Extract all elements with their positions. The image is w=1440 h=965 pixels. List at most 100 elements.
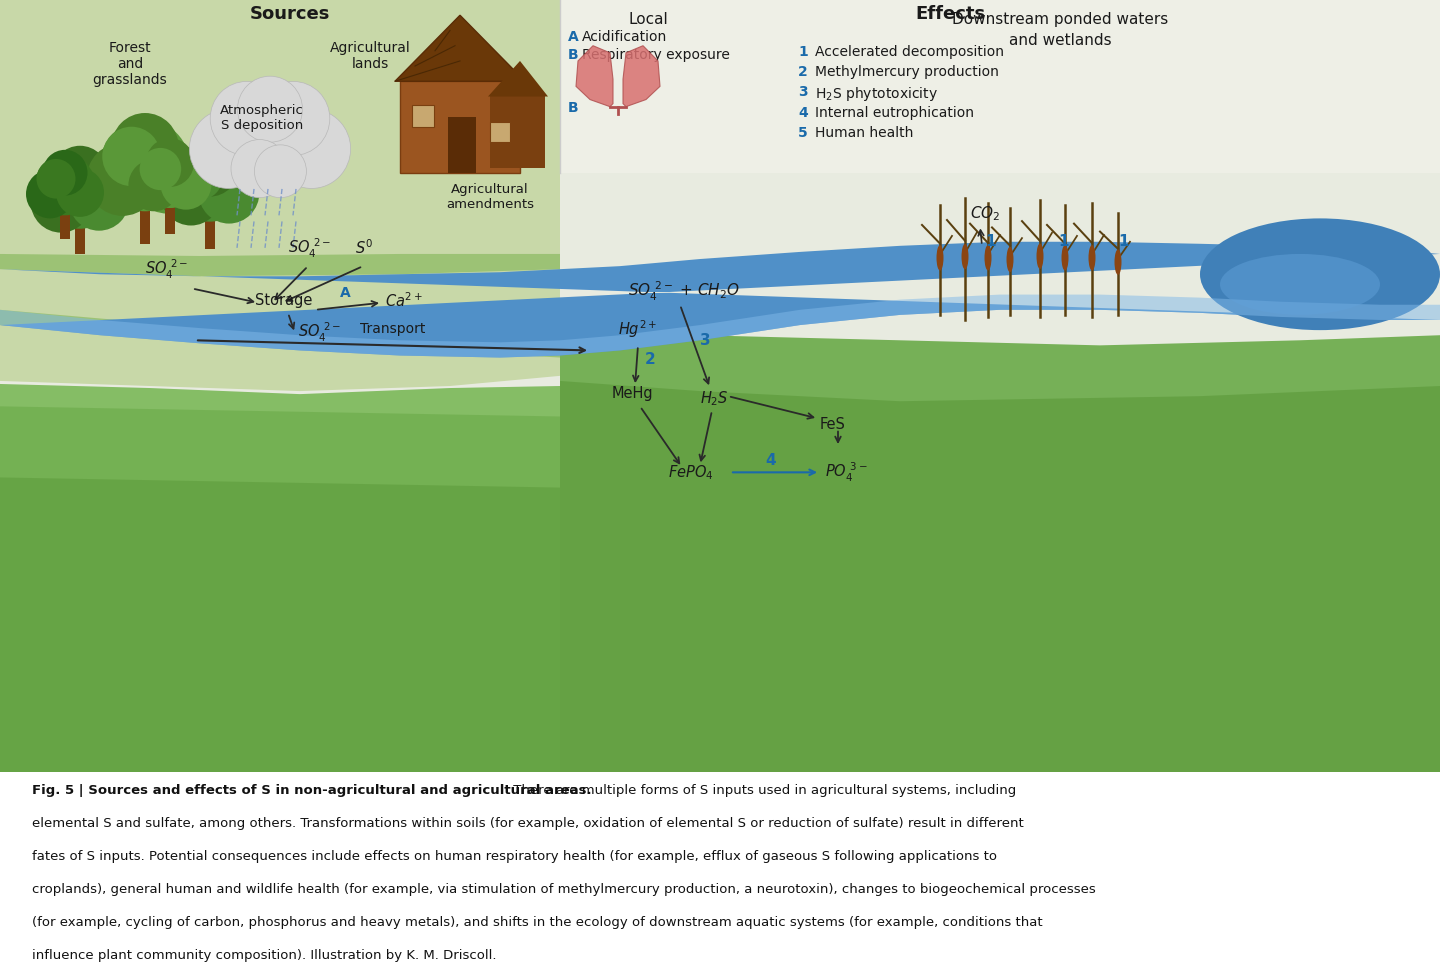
Text: There are multiple forms of S inputs used in agricultural systems, including: There are multiple forms of S inputs use… — [510, 785, 1017, 797]
Circle shape — [43, 157, 94, 207]
Text: Accelerated decomposition: Accelerated decomposition — [815, 44, 1004, 59]
Text: 3: 3 — [700, 333, 710, 348]
Text: elemental S and sulfate, among others. Transformations within soils (for example: elemental S and sulfate, among others. T… — [32, 817, 1024, 830]
Text: Forest
and
grasslands: Forest and grasslands — [92, 41, 167, 87]
Text: B: B — [567, 100, 579, 115]
Polygon shape — [0, 0, 560, 391]
Bar — [140, 193, 150, 244]
Text: Respiratory exposure: Respiratory exposure — [582, 48, 730, 62]
Ellipse shape — [985, 245, 992, 270]
Text: $Ca^{2+}$: $Ca^{2+}$ — [384, 291, 423, 310]
Polygon shape — [560, 381, 1440, 772]
Text: Acidification: Acidification — [582, 30, 667, 43]
Polygon shape — [0, 406, 560, 772]
Text: 4: 4 — [765, 454, 776, 468]
Circle shape — [102, 126, 161, 186]
Text: and wetlands: and wetlands — [1008, 33, 1112, 47]
Circle shape — [161, 164, 222, 226]
Text: 1: 1 — [985, 234, 995, 249]
Text: Local: Local — [628, 13, 668, 27]
Polygon shape — [395, 15, 526, 81]
Polygon shape — [0, 242, 1440, 358]
Circle shape — [272, 109, 350, 188]
Circle shape — [210, 81, 284, 155]
Text: 1: 1 — [1058, 234, 1068, 249]
Polygon shape — [0, 478, 560, 772]
Circle shape — [128, 159, 180, 211]
Circle shape — [138, 143, 202, 208]
Text: $SO_4^{\ 2-}$: $SO_4^{\ 2-}$ — [288, 237, 331, 261]
Circle shape — [255, 145, 307, 198]
Text: $PO_4^{\ 3-}$: $PO_4^{\ 3-}$ — [825, 460, 868, 483]
Circle shape — [86, 143, 158, 216]
Text: Human health: Human health — [815, 126, 913, 140]
Bar — [560, 0, 1440, 173]
Text: Fig. 5 | Sources and effects of S in non-agricultural and agricultural areas.: Fig. 5 | Sources and effects of S in non… — [32, 785, 592, 797]
Polygon shape — [560, 325, 1440, 772]
Text: $SO_4^{\ 2-}$: $SO_4^{\ 2-}$ — [298, 320, 341, 344]
Text: 4: 4 — [798, 105, 808, 120]
Ellipse shape — [1200, 218, 1440, 330]
Ellipse shape — [1037, 243, 1044, 269]
Text: $Hg^{2+}$: $Hg^{2+}$ — [618, 318, 657, 341]
Text: B: B — [567, 48, 579, 62]
Ellipse shape — [936, 245, 943, 270]
Text: croplands), general human and wildlife health (for example, via stimulation of m: croplands), general human and wildlife h… — [32, 883, 1096, 896]
Circle shape — [190, 109, 268, 188]
Text: Effects: Effects — [914, 5, 985, 23]
Polygon shape — [576, 45, 613, 107]
Circle shape — [174, 151, 223, 201]
Circle shape — [36, 159, 75, 199]
Text: $H_2S$: $H_2S$ — [700, 389, 729, 408]
Polygon shape — [0, 384, 560, 772]
Circle shape — [131, 141, 203, 213]
Text: Methylmercury production: Methylmercury production — [815, 65, 999, 79]
Circle shape — [199, 162, 259, 224]
Polygon shape — [560, 0, 1440, 772]
Circle shape — [99, 120, 190, 211]
Text: Internal eutrophication: Internal eutrophication — [815, 105, 973, 120]
Text: A: A — [340, 286, 351, 299]
Text: 2: 2 — [798, 65, 808, 79]
Bar — [448, 117, 477, 173]
Ellipse shape — [1061, 245, 1068, 270]
Text: Transport: Transport — [360, 322, 425, 336]
Text: MeHg: MeHg — [612, 386, 654, 401]
Text: $CO_2$: $CO_2$ — [971, 205, 1001, 223]
Text: 3: 3 — [798, 85, 808, 99]
Text: 1: 1 — [1117, 234, 1129, 249]
Bar — [490, 122, 510, 142]
Text: FeS: FeS — [819, 417, 845, 431]
Bar — [204, 207, 215, 249]
Circle shape — [256, 81, 330, 155]
Circle shape — [56, 168, 104, 217]
Circle shape — [181, 139, 239, 197]
Bar — [75, 213, 85, 254]
Bar — [412, 104, 433, 127]
Text: $SO_4^{\ 2-}$: $SO_4^{\ 2-}$ — [145, 258, 189, 281]
Circle shape — [160, 157, 212, 209]
Text: H$_2$S phytotoxicity: H$_2$S phytotoxicity — [815, 85, 937, 103]
Bar — [400, 81, 520, 173]
Text: $S^0$: $S^0$ — [356, 238, 373, 257]
Text: Agricultural
lands: Agricultural lands — [330, 41, 410, 70]
Ellipse shape — [962, 244, 969, 269]
Circle shape — [140, 148, 181, 190]
Bar — [60, 204, 71, 238]
Ellipse shape — [1115, 249, 1122, 275]
Circle shape — [220, 92, 320, 192]
Text: (for example, cycling of carbon, phosphorus and heavy metals), and shifts in the: (for example, cycling of carbon, phospho… — [32, 916, 1043, 929]
Ellipse shape — [1220, 254, 1380, 315]
Circle shape — [171, 145, 248, 222]
Circle shape — [26, 170, 73, 218]
Circle shape — [111, 113, 179, 181]
Polygon shape — [0, 254, 560, 276]
Text: 1: 1 — [798, 44, 808, 59]
Text: Storage: Storage — [255, 292, 312, 308]
Ellipse shape — [1007, 247, 1014, 272]
Circle shape — [145, 138, 194, 187]
Bar — [490, 96, 544, 168]
Text: influence plant community composition). Illustration by K. M. Driscoll.: influence plant community composition). … — [32, 949, 497, 962]
Text: $SO_4^{\ 2-}$ + $CH_2O$: $SO_4^{\ 2-}$ + $CH_2O$ — [628, 280, 740, 303]
Circle shape — [69, 169, 130, 231]
